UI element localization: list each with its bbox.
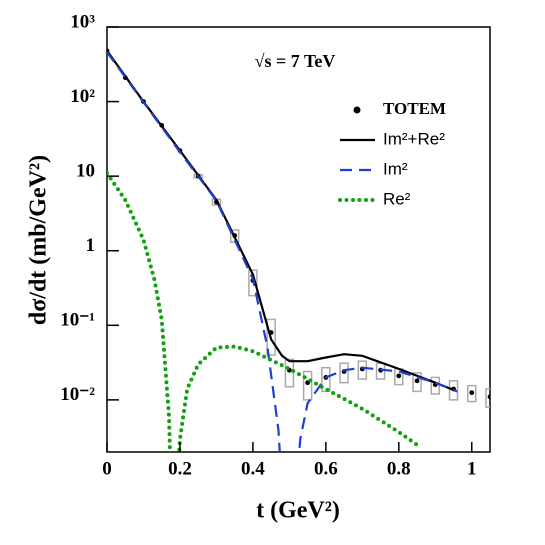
error-bar: [467, 384, 477, 403]
y-tick-label: 10⁻²: [60, 384, 95, 405]
x-tick-label: 0: [102, 458, 112, 479]
y-tick-label: 1: [86, 235, 96, 256]
data-point: [469, 390, 475, 396]
x-tick-label: 1: [467, 458, 477, 479]
legend-label: TOTEM: [383, 99, 446, 118]
data-point: [396, 373, 402, 379]
error-bar: [248, 269, 258, 297]
series-line: [107, 171, 419, 452]
plot-area: [107, 48, 490, 452]
plot-frame: [106, 26, 491, 453]
error-bar: [357, 360, 368, 380]
y-axis-label: dσ/dt (mb/GeV²): [26, 155, 52, 325]
error-bar: [302, 370, 313, 401]
data-point: [487, 394, 490, 400]
error-bar: [485, 388, 490, 408]
data-point: [414, 378, 420, 384]
error-bar: [430, 376, 441, 395]
error-bar: [412, 372, 422, 393]
legend-marker: [353, 106, 361, 114]
error-bar: [321, 366, 331, 393]
y-tick-label: 10²: [70, 86, 95, 107]
y-tick-label: 10⁻¹: [60, 310, 95, 331]
legend-label: Re²: [383, 189, 411, 208]
error-bar: [266, 318, 276, 356]
annotation: √s = 7 TeV: [255, 51, 336, 71]
y-tick-label: 10³: [70, 11, 95, 32]
x-tick-label: 0.4: [241, 458, 265, 479]
legend-label: Im²+Re²: [383, 129, 445, 148]
x-tick-label: 0.8: [387, 458, 411, 479]
error-bar: [284, 358, 295, 388]
error-bar: [339, 362, 349, 384]
x-axis-label: t (GeV²): [256, 498, 340, 524]
y-tick-label: 10: [76, 161, 95, 182]
x-tick-label: 0.6: [314, 458, 338, 479]
legend-label: Im²: [383, 159, 408, 178]
x-tick-label: 0.2: [168, 458, 192, 479]
